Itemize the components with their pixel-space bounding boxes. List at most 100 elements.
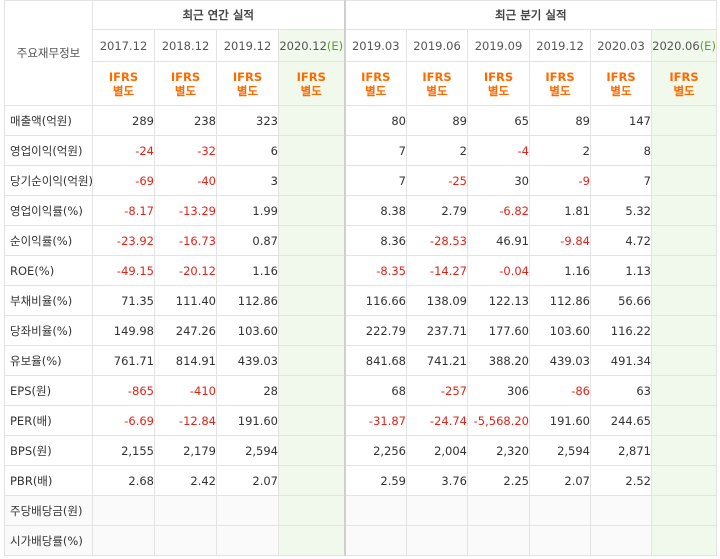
table-row: 유보율(%) 761.71 814.91 439.03 841.68 741.21 388.… xyxy=(4,345,718,376)
table-cell: -31.87 xyxy=(343,405,407,436)
table-cell: -410 xyxy=(154,375,217,406)
table-cell: 7 xyxy=(590,165,652,196)
table-cell: 8.38 xyxy=(343,195,407,226)
table-cell: 2 xyxy=(529,135,591,166)
table-cell: -865 xyxy=(92,375,155,406)
table-cell xyxy=(278,225,345,256)
table-cell: 46.91 xyxy=(467,225,530,256)
table-cell xyxy=(650,165,718,196)
table-cell: 244.65 xyxy=(590,405,652,436)
table-cell: -6.69 xyxy=(92,405,155,436)
table-cell: 439.03 xyxy=(529,345,591,376)
ifrs-line1: IFRS xyxy=(669,69,699,84)
table-cell: 2,179 xyxy=(154,435,217,466)
ifrs-line2: 별도 xyxy=(300,83,322,98)
table-cell: -5,568.20 xyxy=(467,405,530,436)
table-cell: 2,004 xyxy=(406,435,468,466)
ifrs-line1: IFRS xyxy=(232,69,263,84)
table-cell: 63 xyxy=(590,375,652,406)
table-cell: -13.29 xyxy=(154,195,217,226)
table-cell xyxy=(650,315,718,346)
table-cell xyxy=(529,525,591,556)
table-cell: 306 xyxy=(467,375,530,406)
table-cell: -49.15 xyxy=(92,255,155,286)
table-cell xyxy=(650,255,718,286)
table-cell: 138.09 xyxy=(406,285,468,316)
table-cell: 2.59 xyxy=(343,465,407,496)
ifrs-line2: 별도 xyxy=(673,83,695,98)
table-cell: -86 xyxy=(529,375,591,406)
table-cell: 80 xyxy=(343,105,407,136)
table-cell: 112.86 xyxy=(216,285,279,316)
table-cell: 814.91 xyxy=(154,345,217,376)
table-cell xyxy=(650,225,718,256)
group-quarterly-header: 최근 분기 실적 xyxy=(343,0,718,30)
table-cell xyxy=(467,525,530,556)
table-cell xyxy=(650,465,718,496)
table-cell: 28 xyxy=(216,375,279,406)
table-cell: 8.36 xyxy=(343,225,407,256)
ifrs-basis: IFRS 별도 xyxy=(92,61,155,106)
table-cell: 30 xyxy=(467,165,530,196)
ifrs-line1: IFRS xyxy=(170,69,201,84)
table-cell: 8 xyxy=(590,135,652,166)
period-label: 2019.06 xyxy=(413,38,461,53)
table-cell: 237.71 xyxy=(406,315,468,346)
table-cell: -24 xyxy=(92,135,155,166)
table-cell xyxy=(278,375,345,406)
period-header: 2019.09 xyxy=(467,29,530,62)
ifrs-line2: 별도 xyxy=(549,83,571,98)
table-cell xyxy=(529,495,591,526)
row-label: 영업이익(억원) xyxy=(4,135,93,166)
table-cell: -6.82 xyxy=(467,195,530,226)
table-cell: 289 xyxy=(92,105,155,136)
table-cell: 177.60 xyxy=(467,315,530,346)
table-cell: -12.84 xyxy=(154,405,217,436)
ifrs-line2: 별도 xyxy=(426,83,448,98)
table-cell: 112.86 xyxy=(529,285,591,316)
row-label: 주당배당금(원) xyxy=(4,495,93,526)
row-label: 영업이익률(%) xyxy=(4,195,93,226)
ifrs-basis: IFRS 별도 xyxy=(154,61,217,106)
table-cell: 71.35 xyxy=(92,285,155,316)
table-row: 시가배당률(%) xyxy=(4,525,718,556)
ifrs-basis: IFRS 별도 xyxy=(590,61,652,106)
ifrs-line2: 별도 xyxy=(112,83,135,98)
table-cell xyxy=(467,495,530,526)
table-cell: 2.07 xyxy=(529,465,591,496)
period-label: 2019.12 xyxy=(223,38,272,53)
ifrs-basis: IFRS 별도 xyxy=(343,61,407,106)
table-row: 당기순이익(억원) -69 -40 3 7 -25 30 -9 7 xyxy=(4,165,718,196)
ifrs-basis: IFRS 별도 xyxy=(650,61,718,106)
table-cell: -24.74 xyxy=(406,405,468,436)
table-row: 부채비율(%) 71.35 111.40 112.86 116.66 138.09 122.… xyxy=(4,285,718,316)
table-cell: 2,320 xyxy=(467,435,530,466)
table-cell: 111.40 xyxy=(154,285,217,316)
period-header: 2020.12(E) xyxy=(278,29,345,62)
table-cell: -14.27 xyxy=(406,255,468,286)
table-cell: 89 xyxy=(406,105,468,136)
table-cell: 491.34 xyxy=(590,345,652,376)
table-cell: 0.87 xyxy=(216,225,279,256)
period-header: 2019.06 xyxy=(406,29,468,62)
ifrs-line2: 별도 xyxy=(487,83,510,98)
table-cell xyxy=(590,495,652,526)
row-label: 유보율(%) xyxy=(4,345,93,376)
corner-label: 주요재무정보 xyxy=(4,0,93,106)
period-label: 2019.09 xyxy=(474,38,523,53)
table-cell xyxy=(278,135,345,166)
ifrs-line1: IFRS xyxy=(422,69,452,84)
period-label: 2020.06 xyxy=(652,38,700,53)
table-cell: 2,155 xyxy=(92,435,155,466)
table-cell xyxy=(590,525,652,556)
ifrs-line2: 별도 xyxy=(610,83,632,98)
period-header: 2018.12 xyxy=(154,29,217,62)
table-cell xyxy=(650,525,718,556)
table-cell: 2,256 xyxy=(343,435,407,466)
table-cell xyxy=(216,525,279,556)
table-cell: 103.60 xyxy=(216,315,279,346)
table-cell xyxy=(278,525,345,556)
table-cell xyxy=(278,405,345,436)
table-cell: 147 xyxy=(590,105,652,136)
table-cell: 388.20 xyxy=(467,345,530,376)
